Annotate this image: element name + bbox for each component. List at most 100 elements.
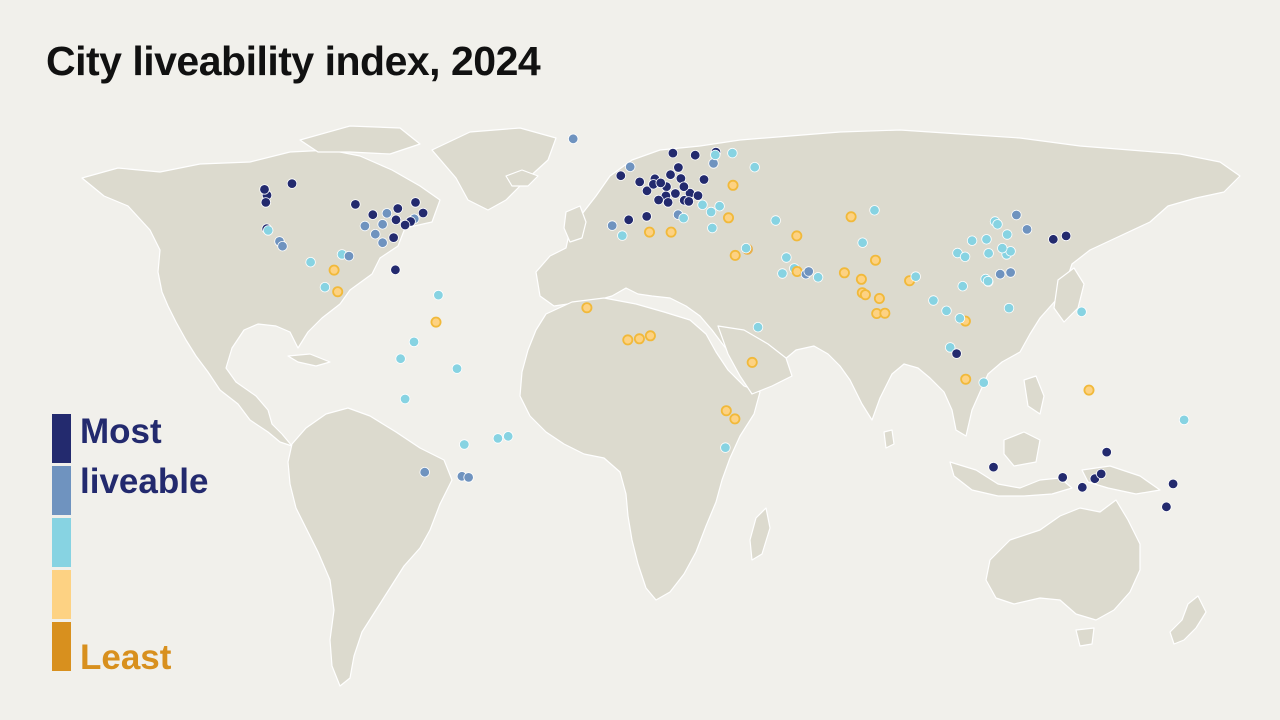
- land-borneo: [1003, 431, 1041, 467]
- city-dot: [395, 353, 406, 364]
- city-dot: [803, 266, 814, 277]
- city-dot: [408, 336, 420, 348]
- city-dot: [328, 264, 340, 276]
- city-dot: [723, 212, 735, 224]
- city-dot: [1178, 414, 1190, 426]
- city-dot: [319, 282, 331, 293]
- city-dot: [350, 199, 361, 210]
- city-dot: [399, 393, 411, 405]
- city-dot: [286, 178, 298, 189]
- city-dot: [1060, 230, 1072, 242]
- city-dot: [960, 373, 972, 385]
- city-dot: [1101, 446, 1112, 458]
- city-dot: [343, 250, 355, 262]
- city-dot: [845, 211, 857, 223]
- city-dot: [263, 225, 274, 236]
- city-dot: [665, 226, 677, 238]
- land-arctic-islands: [299, 125, 421, 155]
- city-dot: [710, 149, 721, 161]
- land-new-zealand: [1169, 595, 1207, 645]
- city-dot: [707, 222, 718, 234]
- city-dot: [988, 461, 999, 473]
- land-africa: [519, 297, 761, 601]
- city-dot: [1057, 472, 1068, 483]
- city-dot: [305, 257, 316, 268]
- city-dot: [1011, 209, 1022, 221]
- city-dot: [673, 162, 684, 173]
- city-dot: [729, 413, 741, 425]
- city-dot: [667, 147, 679, 159]
- city-dot: [367, 209, 379, 220]
- city-dot: [678, 181, 690, 192]
- city-dot: [740, 242, 752, 254]
- land-japan: [1053, 267, 1085, 323]
- city-dot: [720, 442, 731, 453]
- city-dot: [714, 200, 725, 212]
- city-dot: [377, 237, 388, 248]
- city-dot: [978, 377, 989, 388]
- city-dot: [622, 334, 634, 346]
- city-dot: [941, 305, 952, 317]
- city-dot: [655, 177, 666, 189]
- city-dot: [359, 220, 371, 232]
- city-dot: [370, 228, 381, 240]
- land-australia: [985, 499, 1141, 621]
- city-dot: [957, 281, 968, 292]
- land-tasmania: [1075, 627, 1095, 647]
- legend-bar-liveable: [52, 466, 71, 515]
- city-dot: [1083, 384, 1095, 396]
- city-dot: [1005, 267, 1016, 278]
- city-dot: [870, 254, 882, 266]
- land-greenland: [431, 127, 557, 211]
- city-dot: [697, 199, 708, 211]
- city-dot: [419, 467, 430, 478]
- city-dot: [260, 197, 272, 208]
- city-dot: [1095, 468, 1107, 480]
- city-dot: [615, 170, 627, 181]
- city-dot: [812, 272, 824, 283]
- land-south-america: [287, 407, 453, 687]
- city-dot: [390, 214, 402, 226]
- city-dot: [644, 226, 656, 238]
- city-dot: [653, 194, 664, 206]
- chart-title: City liveability index, 2024: [46, 38, 541, 84]
- city-dot: [777, 268, 788, 279]
- city-dot: [720, 405, 732, 417]
- city-dot: [568, 133, 579, 145]
- city-dot: [617, 230, 628, 241]
- city-dot: [1002, 229, 1013, 240]
- city-dot: [1021, 224, 1033, 235]
- city-dot: [633, 333, 645, 345]
- city-dot: [708, 158, 719, 169]
- city-dot: [857, 237, 868, 248]
- city-dot: [332, 286, 344, 298]
- city-dot: [399, 219, 411, 231]
- city-dot: [770, 215, 781, 226]
- city-dot: [869, 205, 880, 216]
- city-dot: [692, 190, 704, 201]
- city-dot: [1048, 234, 1059, 245]
- city-dot: [392, 203, 404, 214]
- city-dot: [959, 251, 971, 262]
- city-dot: [981, 234, 992, 245]
- city-dot: [995, 269, 1006, 280]
- city-dot: [381, 208, 393, 219]
- city-dot: [451, 363, 463, 374]
- city-dot: [662, 197, 674, 208]
- legend-label-most: Most: [80, 412, 162, 451]
- land-north-america: [81, 149, 441, 447]
- city-dot: [729, 249, 741, 261]
- city-dot: [928, 295, 939, 306]
- city-dot: [746, 356, 758, 368]
- city-dot: [1003, 302, 1015, 314]
- city-dot: [430, 316, 442, 328]
- land-uk: [563, 205, 587, 243]
- city-dot: [641, 185, 653, 197]
- city-dot: [683, 196, 695, 207]
- city-dot: [982, 275, 994, 287]
- city-dot: [838, 267, 850, 279]
- land-indonesia: [949, 461, 1073, 497]
- city-dot: [690, 149, 701, 161]
- city-dot: [665, 169, 676, 180]
